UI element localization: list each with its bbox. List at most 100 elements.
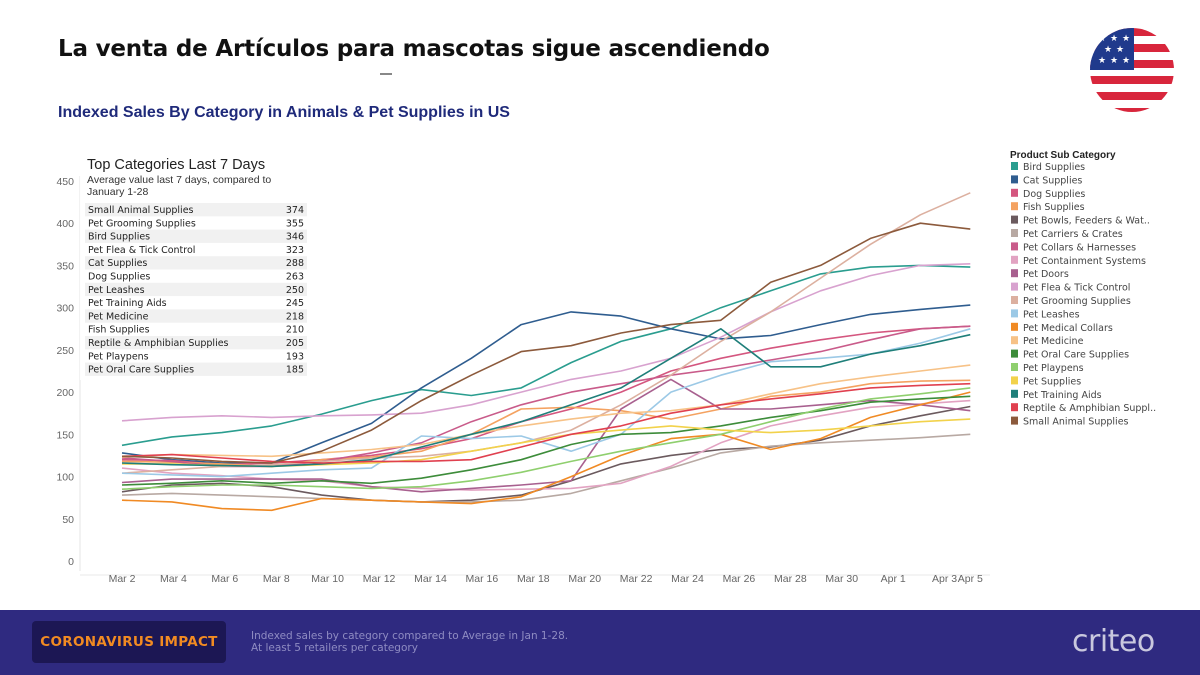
- legend-swatch: [1011, 188, 1018, 197]
- overlay-row-band: [85, 256, 307, 270]
- x-tick-label: Apr 5: [958, 573, 983, 585]
- series-line-4: [121, 405, 971, 503]
- legend-label: Pet Grooming Supplies: [1023, 296, 1131, 307]
- overlay-row-value: 323: [286, 245, 304, 256]
- overlay-row-value: 355: [286, 218, 304, 229]
- overlay-row-category: Small Animal Supplies: [88, 205, 194, 216]
- x-tick-label: Mar 20: [568, 573, 601, 585]
- coronavirus-impact-badge: CORONAVIRUS IMPACT: [32, 621, 226, 663]
- legend-label: Pet Collars & Harnesses: [1023, 242, 1136, 253]
- overlay-row-category: Pet Medicine: [88, 311, 149, 322]
- legend-swatch: [1011, 255, 1018, 264]
- svg-text:★: ★: [1116, 45, 1124, 55]
- legend-items: Bird Supplies Cat Supplies Dog Supplies Fis…: [1011, 162, 1156, 428]
- series-line-11: [121, 328, 971, 478]
- overlay-row-value: 218: [286, 311, 304, 322]
- legend: Product Sub Category Bird Supplies Cat Su…: [1010, 150, 1156, 428]
- headline-underline: [380, 73, 392, 75]
- overlay-row-band: [85, 309, 307, 323]
- chart-lines: [121, 192, 971, 512]
- x-tick-label: Mar 4: [160, 573, 187, 585]
- x-tick-label: Mar 6: [211, 573, 238, 585]
- overlay-row-value: 205: [286, 338, 304, 349]
- x-tick-label: Mar 14: [414, 573, 447, 585]
- us-flag-icon: ★ ★ ★ ★ ★ ★ ★ ★: [1090, 28, 1174, 112]
- legend-swatch: [1011, 349, 1018, 358]
- legend-label: Pet Playpens: [1023, 363, 1084, 374]
- legend-label: Fish Supplies: [1023, 202, 1085, 213]
- legend-swatch: [1011, 376, 1018, 385]
- footer-note-line1: Indexed sales by category compared to Av…: [251, 630, 569, 642]
- y-tick-label: 250: [56, 345, 74, 357]
- legend-label: Pet Medical Collars: [1023, 323, 1113, 334]
- svg-text:★: ★: [1104, 45, 1112, 55]
- overlay-row-value: 346: [286, 232, 304, 243]
- legend-swatch: [1011, 229, 1018, 237]
- x-tick-label: Apr 3: [932, 573, 957, 585]
- legend-label: Pet Containment Systems: [1023, 256, 1146, 267]
- legend-label: Pet Bowls, Feeders & Wat..: [1023, 216, 1150, 227]
- overlay-row-value: 185: [286, 365, 304, 376]
- series-line-18: [121, 382, 971, 464]
- series-line-12: [121, 391, 971, 512]
- overlay-rows: Small Animal Supplies 374 Pet Grooming Sup…: [85, 203, 307, 376]
- series-line-8: [121, 378, 971, 493]
- legend-swatch: [1011, 322, 1018, 331]
- series-line-5: [121, 433, 971, 503]
- svg-text:★: ★: [1122, 34, 1130, 44]
- legend-label: Cat Supplies: [1023, 175, 1082, 186]
- legend-label: Pet Oral Care Supplies: [1023, 350, 1129, 361]
- y-tick-label: 400: [56, 218, 74, 230]
- overlay-row-band: [85, 229, 307, 243]
- legend-label: Pet Doors: [1023, 269, 1069, 280]
- overlay-row-value: 210: [286, 325, 304, 336]
- legend-swatch: [1011, 309, 1018, 318]
- legend-swatch: [1011, 242, 1018, 251]
- y-tick-label: 0: [68, 556, 74, 568]
- legend-label: Pet Leashes: [1023, 309, 1080, 320]
- overlay-row-value: 263: [286, 272, 304, 283]
- x-tick-label: Mar 26: [723, 573, 756, 585]
- y-tick-label: 300: [56, 303, 74, 315]
- legend-swatch: [1011, 363, 1018, 371]
- overlay-row-band: [85, 282, 307, 297]
- overlay-row-category: Cat Supplies: [88, 258, 147, 269]
- legend-swatch: [1011, 416, 1018, 425]
- svg-text:★: ★: [1110, 56, 1118, 66]
- svg-text:★: ★: [1110, 34, 1118, 44]
- legend-label: Pet Carriers & Crates: [1023, 229, 1123, 240]
- svg-text:★: ★: [1098, 56, 1106, 66]
- overlay-row-band: [85, 203, 307, 217]
- series-line-15: [121, 387, 971, 490]
- series-line-10: [121, 192, 971, 474]
- chart-subtitle: Indexed Sales By Category in Animals & P…: [58, 104, 510, 121]
- series-line-17: [121, 328, 971, 468]
- overlay-row-value: 250: [286, 285, 304, 296]
- x-axis: Mar 2 Mar 4 Mar 6 Mar 8 Mar 10 Mar 12 Mar 14 Ma…: [80, 573, 990, 585]
- x-tick-label: Mar 30: [825, 573, 858, 585]
- footer-bar: CORONAVIRUS IMPACT Indexed sales by cate…: [0, 610, 1200, 675]
- legend-swatch: [1011, 336, 1018, 345]
- legend-swatch: [1011, 282, 1018, 291]
- legend-swatch: [1011, 296, 1018, 304]
- series-line-19: [121, 222, 971, 464]
- legend-title: Product Sub Category: [1010, 150, 1116, 161]
- x-tick-label: Mar 8: [263, 573, 290, 585]
- legend-label: Small Animal Supplies: [1023, 417, 1129, 428]
- criteo-logo: criteo: [1072, 624, 1155, 659]
- x-tick-label: Mar 24: [671, 573, 704, 585]
- footer-note: Indexed sales by category compared to Av…: [251, 630, 568, 654]
- overlay-row-category: Pet Oral Care Supplies: [88, 365, 194, 376]
- overlay-subtitle-line2: January 1-28: [87, 186, 148, 198]
- x-tick-label: Mar 22: [620, 573, 653, 585]
- x-tick-label: Mar 18: [517, 573, 550, 585]
- x-tick-label: Mar 2: [109, 573, 136, 585]
- overlay-row-category: Pet Grooming Supplies: [88, 218, 196, 229]
- series-line-9: [121, 263, 971, 422]
- series-line-14: [121, 395, 971, 486]
- y-tick-label: 450: [56, 176, 74, 188]
- legend-swatch: [1011, 389, 1018, 398]
- overlay-subtitle-line1: Average value last 7 days, compared to: [87, 174, 271, 186]
- top-categories-overlay: Top Categories Last 7 Days Average value…: [80, 152, 312, 380]
